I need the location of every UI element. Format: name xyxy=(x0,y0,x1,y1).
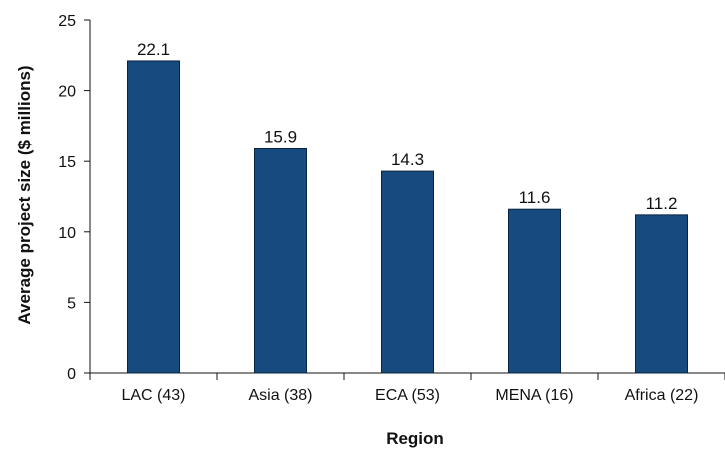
y-tick-label: 5 xyxy=(67,295,76,312)
x-tick-label: LAC (43) xyxy=(121,387,185,404)
value-labels: 22.1 15.9 14.3 11.6 11.2 xyxy=(137,40,677,213)
bar xyxy=(254,147,307,374)
y-axis: 0 5 10 15 20 25 xyxy=(58,13,91,383)
y-tick-label: 15 xyxy=(58,154,76,171)
bar xyxy=(508,208,561,374)
bars xyxy=(127,60,688,374)
y-tick-label: 20 xyxy=(58,84,76,101)
y-tick-label: 0 xyxy=(67,366,76,383)
x-tick-label: Africa (22) xyxy=(625,387,699,404)
y-axis-title: Average project size ($ millions) xyxy=(15,65,34,324)
bar-value-label: 14.3 xyxy=(391,150,424,169)
x-tick-label: Asia (38) xyxy=(248,387,312,404)
bar-value-label: 15.9 xyxy=(264,127,297,146)
bar-value-label: 22.1 xyxy=(137,40,170,59)
x-tick-label: MENA (16) xyxy=(495,387,573,404)
bar-value-label: 11.2 xyxy=(646,194,678,213)
x-tick-label: ECA (53) xyxy=(375,387,440,404)
bar xyxy=(635,214,688,374)
x-axis-title: Region xyxy=(386,429,444,448)
bar-value-label: 11.6 xyxy=(519,188,551,207)
y-tick-label: 25 xyxy=(58,13,76,30)
x-axis: LAC (43) Asia (38) ECA (53) MENA (16) Africa… xyxy=(89,372,725,404)
bar xyxy=(127,60,180,374)
y-tick-label: 10 xyxy=(58,225,76,242)
bar xyxy=(381,170,434,374)
